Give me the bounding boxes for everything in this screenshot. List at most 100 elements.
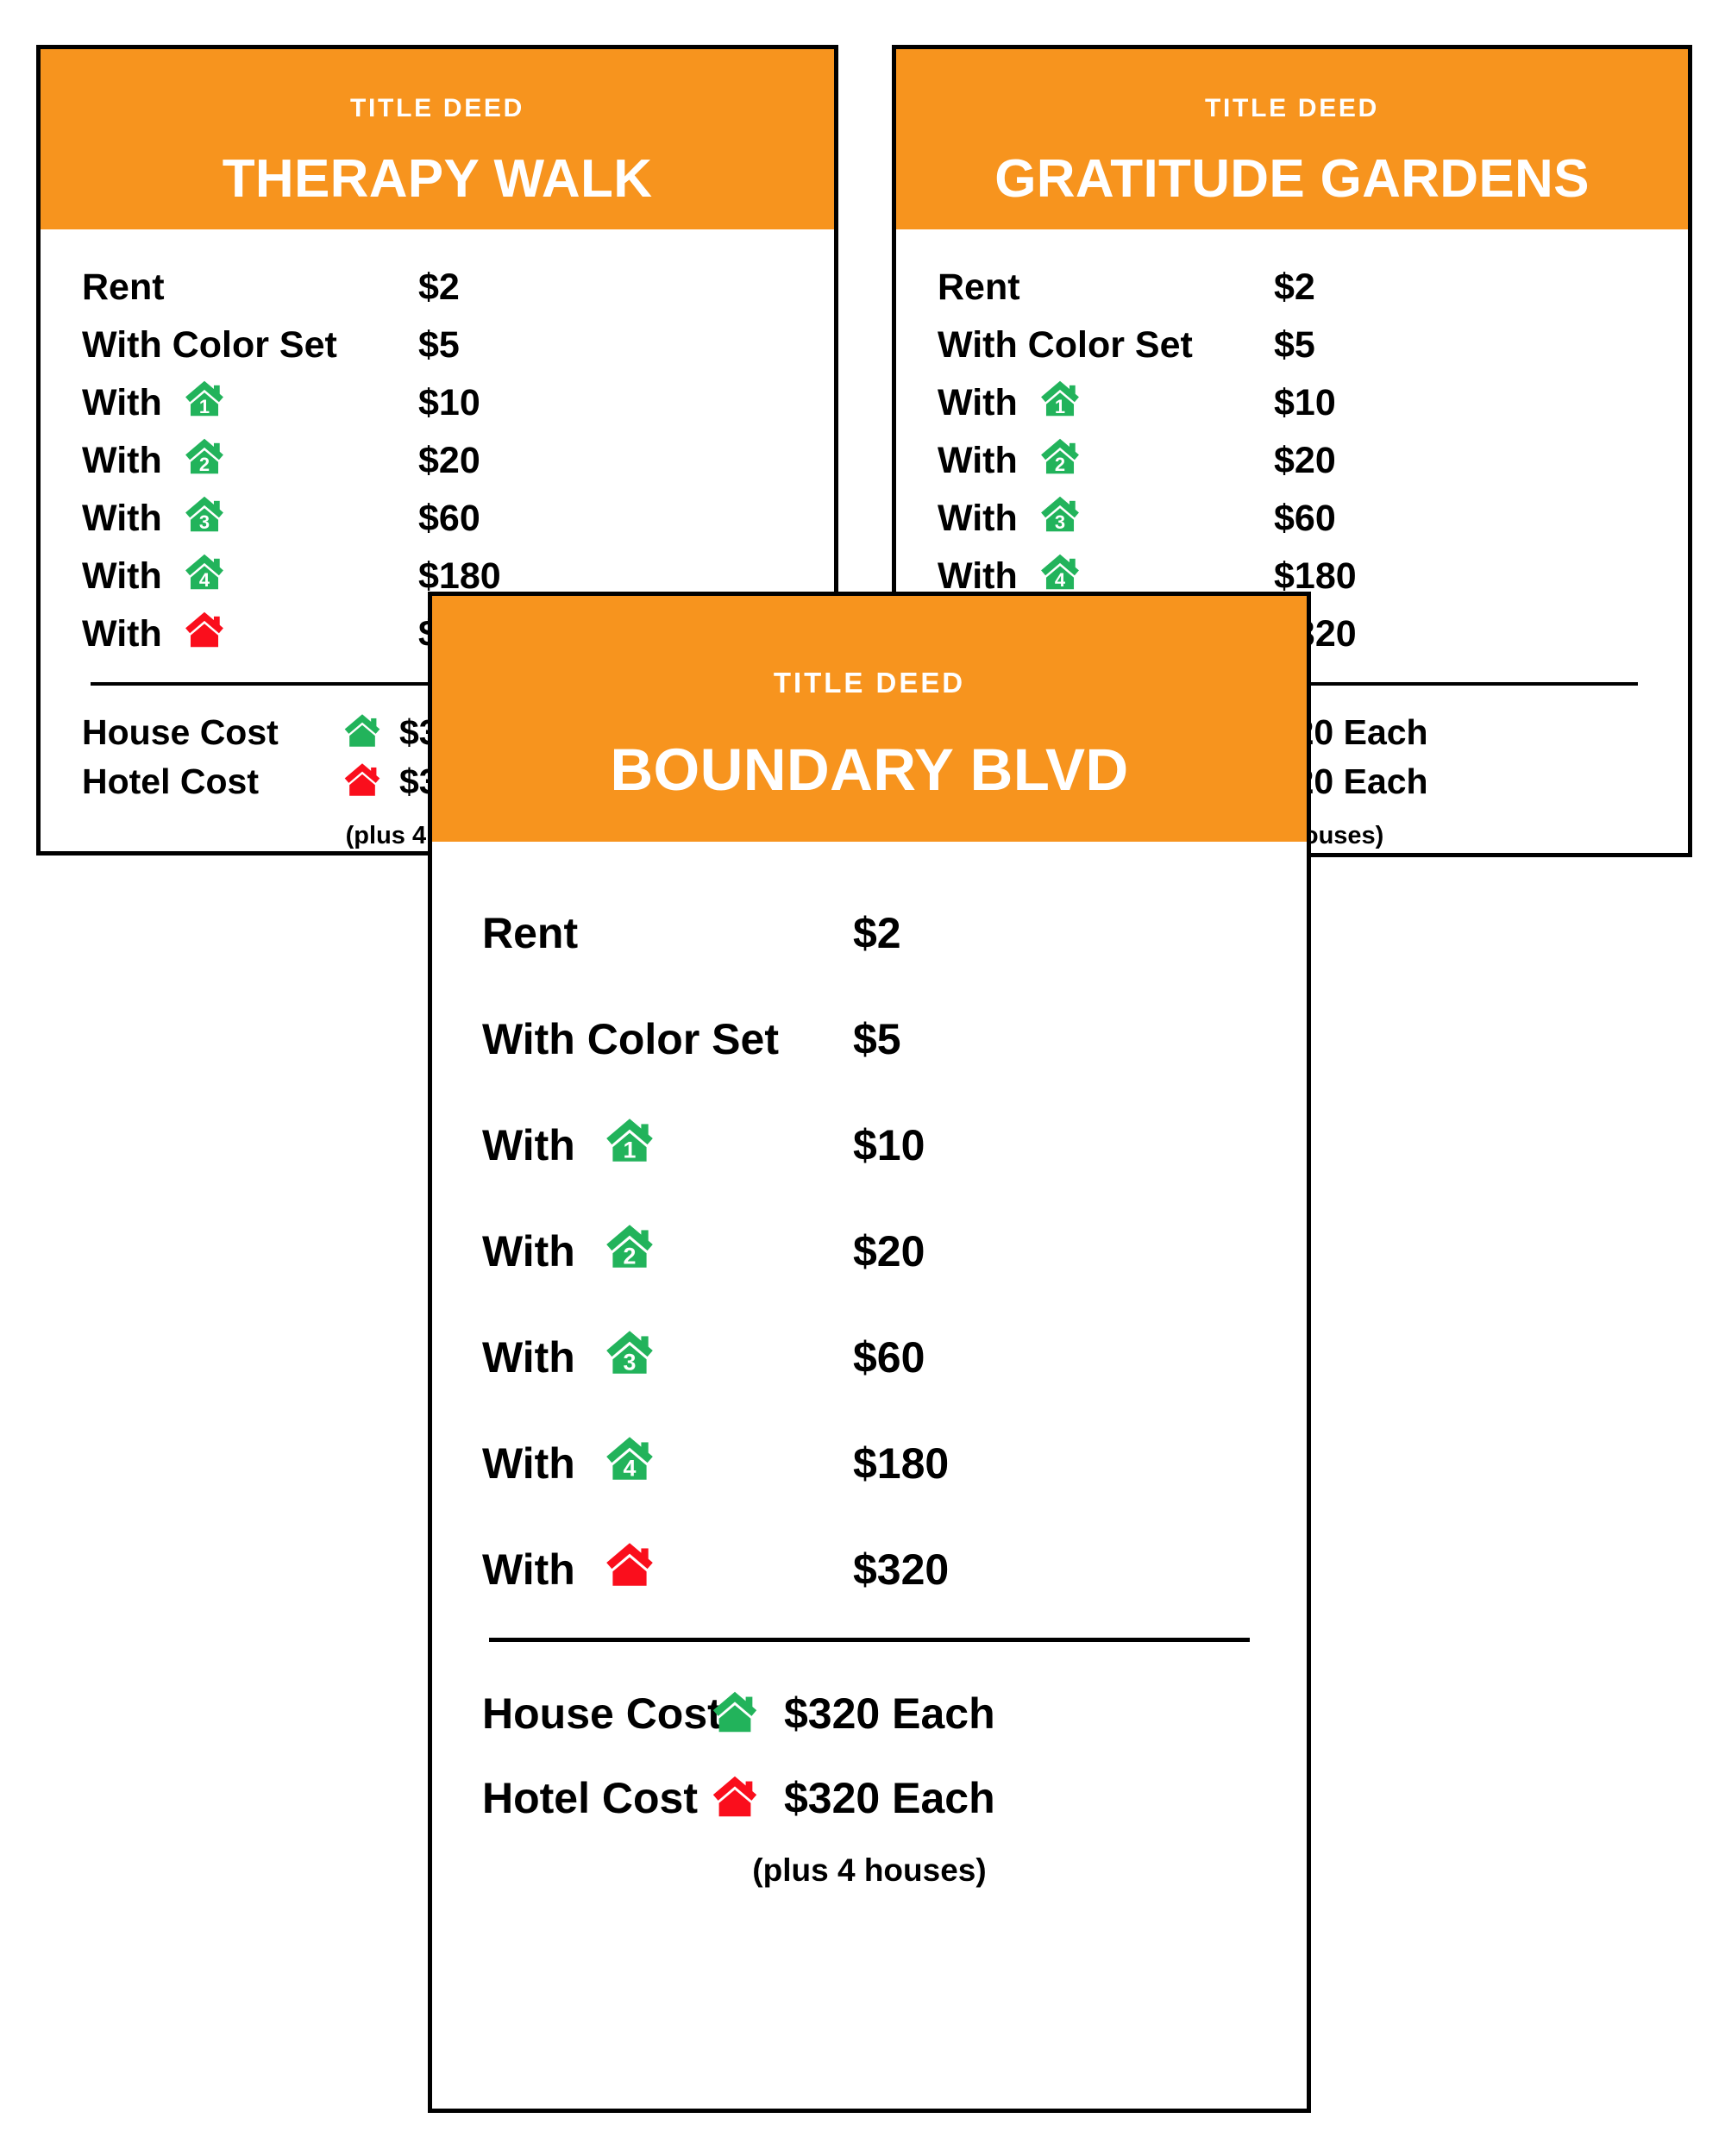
rent-row-value: $180 [1274,555,1357,597]
svg-text:2: 2 [623,1243,636,1269]
rent-row-value: $20 [853,1226,925,1275]
card-header: TITLE DEED GRATITUDE GARDENS [896,49,1688,229]
rent-row: With 1 $10 [482,1092,1257,1198]
svg-text:4: 4 [623,1455,636,1481]
card-body: Rent $2 With Color Set $5 With 1 $10 Wit… [432,842,1307,1889]
svg-text:1: 1 [1055,396,1065,417]
with-word: With [938,440,1018,481]
house-4-icon: 4 [1037,548,1083,605]
hotel-cost-row: Hotel Cost $320 Each [482,1756,1257,1840]
rent-row: With 1 $10 [82,374,793,432]
title-deed-kicker: TITLE DEED [773,666,966,699]
rent-row: With Color Set $5 [482,986,1257,1092]
property-name: BOUNDARY BLVD [610,736,1129,803]
rent-row: With 4 $180 [482,1410,1257,1516]
rent-row-label: With 3 [82,491,418,547]
rent-row-value: $2 [1274,266,1315,308]
with-word: With [482,1545,575,1594]
house-1-icon: 1 [601,1112,658,1179]
with-word: With [82,555,162,597]
svg-text:2: 2 [1055,454,1065,475]
rent-row: Rent $2 [482,880,1257,986]
with-word: With [82,382,162,423]
house-3-icon: 3 [1037,491,1083,547]
rent-row-label: With 3 [938,491,1274,547]
with-word: With [482,1332,575,1382]
rent-row-label: Rent [482,908,579,957]
with-word: With [82,613,162,655]
rent-row: With 2 $20 [482,1198,1257,1304]
house-cost-label: House Cost [82,712,279,752]
rent-row-value: $5 [1274,324,1315,366]
rent-row-label: With 2 [482,1218,853,1285]
svg-text:1: 1 [199,396,210,417]
rent-row-value: $60 [418,498,480,539]
rent-row: With 2 $20 [82,432,793,490]
rent-row: With 2 $20 [938,432,1647,490]
rent-row-label: With 1 [482,1112,853,1179]
hotel-cost-value: $320 Each [784,1774,995,1822]
with-word: With [938,382,1018,423]
with-word: With [482,1120,575,1169]
rent-row-label: With 4 [82,548,418,605]
rent-row-value: $20 [1274,440,1336,481]
hotel-cost-label: Hotel Cost [82,761,259,801]
rent-row-value: $10 [418,382,480,423]
with-word: With [938,498,1018,539]
rent-row-value: $5 [853,1014,901,1063]
hotel-plain-icon [341,758,384,805]
rent-row-value: $10 [1274,382,1336,423]
house-1-icon: 1 [1037,375,1083,431]
card-header: TITLE DEED BOUNDARY BLVD [432,596,1307,842]
rent-row: With 4 $180 [938,548,1647,605]
card-header: TITLE DEED THERAPY WALK [41,49,834,229]
rent-row-label: With 2 [82,433,418,489]
rent-row-label: With Color Set [938,324,1193,366]
rent-row-label: With 4 [938,548,1274,605]
property-name: GRATITUDE GARDENS [994,148,1590,209]
with-word: With [82,440,162,481]
svg-text:1: 1 [623,1137,636,1163]
house-2-icon: 2 [181,433,228,489]
svg-text:3: 3 [623,1349,636,1375]
rent-row-label: With [482,1536,853,1603]
rent-row: With 3 $60 [938,490,1647,548]
rent-row-value: $320 [853,1545,950,1594]
house-cost-row: House Cost $320 Each [482,1671,1257,1756]
rent-row: With $320 [482,1516,1257,1622]
rent-row-value: $20 [418,440,480,481]
with-word: With [482,1438,575,1488]
rent-row: With 4 $180 [82,548,793,605]
rent-row-label: With Color Set [82,324,337,366]
rent-row-value: $60 [853,1332,925,1382]
hotel-cost-label: Hotel Cost [482,1774,698,1822]
property-name: THERAPY WALK [222,148,653,209]
rent-row: With 3 $60 [482,1304,1257,1410]
rent-row-value: $180 [418,555,501,597]
house-4-icon: 4 [181,548,228,605]
title-deed-kicker: TITLE DEED [1204,93,1379,122]
svg-text:4: 4 [199,569,210,591]
hotel-icon [181,606,228,662]
rent-row-label: Rent [938,266,1020,308]
house-4-icon: 4 [601,1430,658,1497]
house-cost-value: $320 Each [784,1689,995,1738]
hotel-icon [601,1536,658,1603]
house-cost-label: House Cost [482,1689,722,1738]
house-plain-icon [341,709,384,756]
rent-row: Rent $2 [938,259,1647,317]
rent-row-label: With 2 [938,433,1274,489]
title-deed-card-boundary-blvd: TITLE DEED BOUNDARY BLVD Rent $2 With Co… [428,592,1311,2113]
rent-row-value: $10 [853,1120,925,1169]
house-plain-icon [708,1685,762,1743]
section-divider [489,1638,1250,1642]
title-deed-kicker: TITLE DEED [349,93,524,122]
rent-row: With 3 $60 [82,490,793,548]
house-2-icon: 2 [1037,433,1083,489]
rent-row-value: $60 [1274,498,1336,539]
rent-row-label: Rent [82,266,165,308]
svg-text:4: 4 [1055,569,1066,591]
with-word: With [938,555,1018,597]
house-1-icon: 1 [181,375,228,431]
rent-row-value: $2 [418,266,460,308]
